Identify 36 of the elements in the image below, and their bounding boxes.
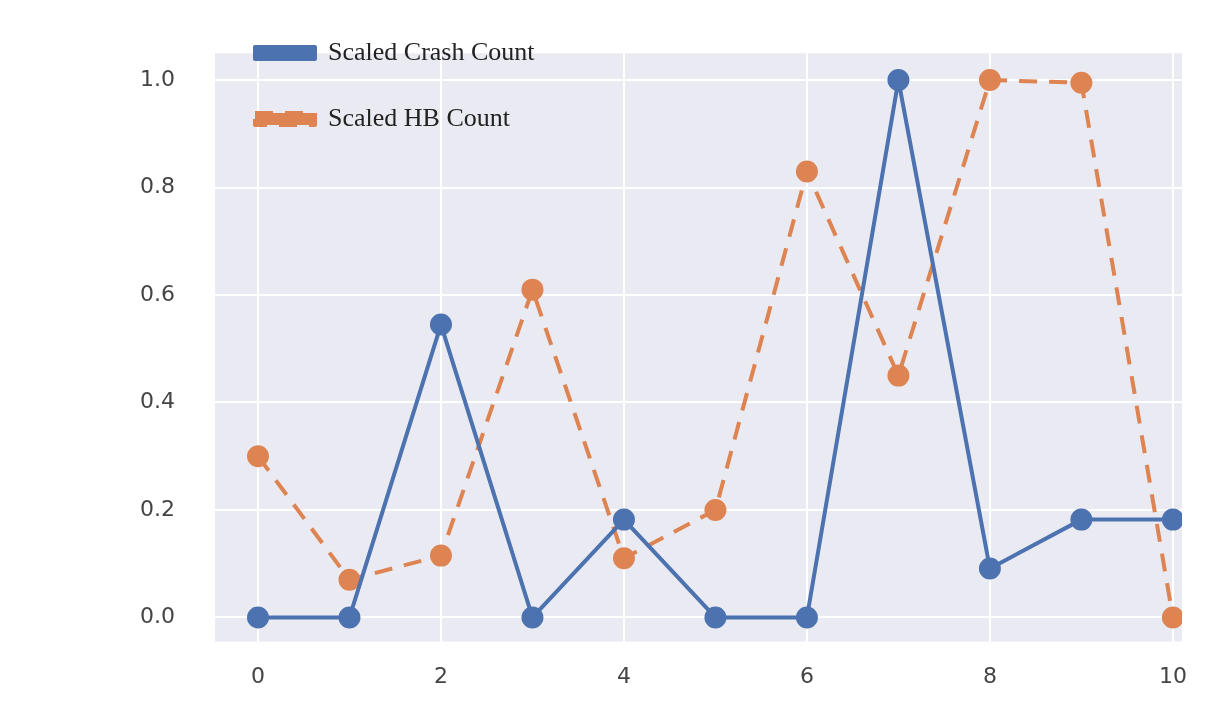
point (612, 547, 635, 570)
legend-label: Scaled Crash Count (327, 36, 536, 66)
y-tick-label: 1.0 (139, 65, 175, 91)
point (521, 278, 544, 301)
x-tick-label: 0 (250, 662, 265, 688)
point (887, 364, 910, 387)
point (887, 69, 910, 92)
point (704, 606, 727, 629)
point (795, 160, 818, 183)
y-tick-label: 0.6 (139, 280, 175, 306)
point (246, 445, 269, 468)
point (1161, 508, 1183, 531)
y-tick-label: 0.8 (139, 173, 175, 199)
x-tick-label: 6 (799, 662, 814, 688)
legend-label: Scaled HB Count (327, 102, 511, 132)
point (612, 508, 635, 531)
point (1070, 508, 1093, 531)
point (521, 606, 544, 629)
point (1070, 71, 1093, 94)
point (338, 606, 361, 629)
y-tick-label: 0.2 (139, 495, 175, 521)
point (704, 498, 727, 521)
y-tick-label: 0.0 (139, 603, 175, 629)
point (338, 568, 361, 591)
point (429, 544, 452, 567)
point (1161, 606, 1183, 629)
point (978, 69, 1001, 92)
point (978, 557, 1001, 580)
point (246, 606, 269, 629)
x-tick-label: 8 (982, 662, 997, 688)
x-tick-label: 4 (616, 662, 631, 688)
x-tick-label: 10 (1158, 662, 1187, 688)
point (795, 606, 818, 629)
x-tick-label: 2 (433, 662, 448, 688)
y-tick-label: 0.4 (139, 388, 175, 414)
point (429, 313, 452, 336)
